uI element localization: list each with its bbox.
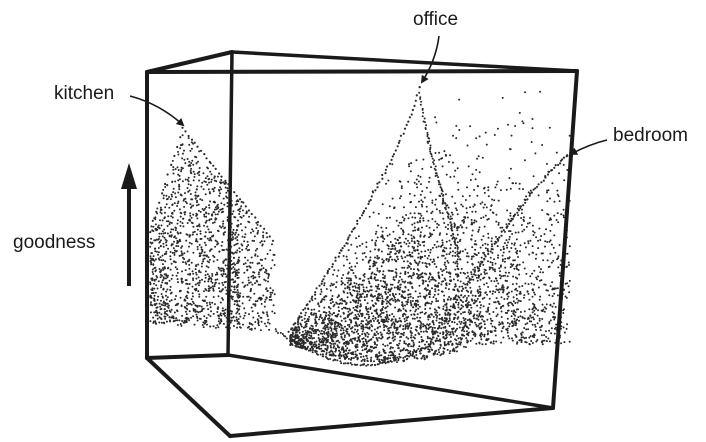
office-label: office: [413, 10, 458, 29]
front-bottom-right-edge: [230, 408, 553, 436]
left-top-edge: [147, 52, 232, 72]
bedroom-pointer-arrow: [571, 140, 607, 154]
goodness-surface: [149, 86, 571, 367]
goodness-arrow: [121, 163, 137, 286]
front-bottom-left-edge: [147, 358, 230, 436]
label-pointers: [130, 36, 607, 154]
goodness-arrow-head: [121, 163, 137, 189]
kitchen-label: kitchen: [54, 84, 114, 103]
back-top-edge: [232, 52, 577, 71]
left-bottom-edge: [147, 355, 228, 358]
back-bottom-edge: [228, 355, 553, 408]
office-pointer-arrow: [422, 36, 439, 82]
bedroom-label: bedroom: [613, 126, 688, 145]
goodness-label: goodness: [13, 233, 95, 252]
front-top-edge: [147, 71, 577, 72]
kitchen-pointer-arrow: [130, 96, 183, 125]
front-right-edge: [553, 71, 577, 408]
